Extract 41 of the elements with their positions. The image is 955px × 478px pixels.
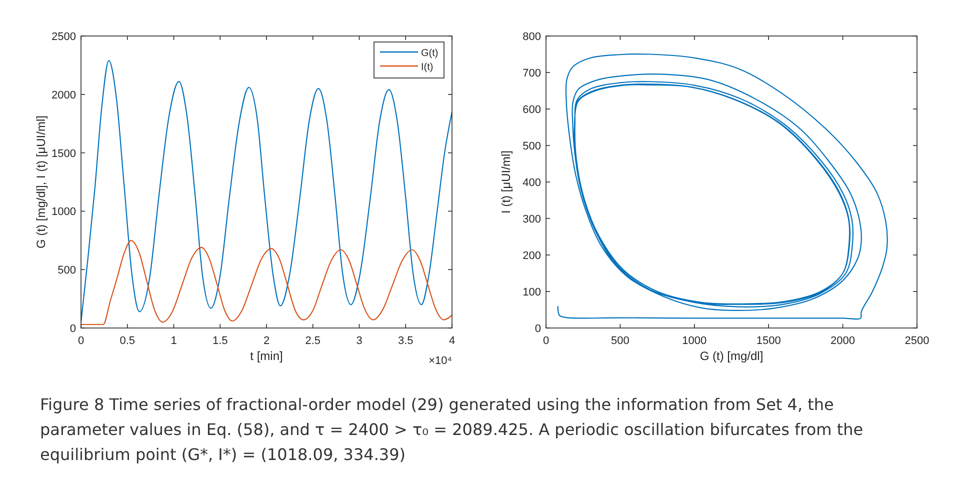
y-tick-label: 1500 xyxy=(52,148,76,160)
y-tick-label: 1000 xyxy=(52,206,76,218)
y-tick-label: 0 xyxy=(534,323,541,335)
x-axis-title: t [min] xyxy=(250,349,283,363)
y-tick-label: 0 xyxy=(70,323,76,335)
x-tick-label: 0 xyxy=(78,335,84,347)
y-tick-label: 600 xyxy=(522,104,541,116)
x-tick-label: 2000 xyxy=(830,335,856,347)
caption: Figure 8 Time series of fractional-order model (29) generated using the information from Set 4, the parameter values in Eq. (58), and τ = 2400 > τ₀ = 2089.425. A periodic oscillation bifurcates from the equilibrium point (G*, I*) = (1018.09, 334.39) xyxy=(40,394,864,466)
x-tick-label: 2.5 xyxy=(305,335,321,347)
line-series xyxy=(81,240,452,326)
y-tick-label: 500 xyxy=(58,264,76,277)
x-tick-label: 500 xyxy=(611,335,630,347)
x-axis-title: G (t) [mg/dl] xyxy=(700,349,764,363)
x-tick-label: 1.5 xyxy=(212,335,228,347)
y-tick-label: 500 xyxy=(522,140,541,152)
y-tick-label: 300 xyxy=(522,214,541,226)
line-series xyxy=(557,54,888,320)
x-tick-label: 3 xyxy=(356,335,362,347)
x-tick-label: 2500 xyxy=(904,335,930,347)
text: ×10⁴ xyxy=(428,355,452,367)
legend-label: G(t) xyxy=(421,48,438,59)
legend-label: I(t) xyxy=(421,62,434,73)
x-tick-label: 1 xyxy=(170,335,177,347)
x-tick-label: 0.5 xyxy=(120,335,136,347)
x-tick-label: 3.5 xyxy=(398,335,414,347)
y-tick-label: 2500 xyxy=(52,31,76,43)
line-series xyxy=(81,60,452,323)
y-axis-title: I (t) [μUI/ml] xyxy=(499,150,513,214)
y-tick-label: 400 xyxy=(522,177,541,189)
x-tick-label: 0 xyxy=(542,335,550,347)
y-tick-label: 2000 xyxy=(52,89,76,102)
y-tick-label: 100 xyxy=(522,286,541,298)
y-tick-label: 800 xyxy=(522,31,541,43)
x-tick-label: 2 xyxy=(263,335,270,347)
y-tick-label: 700 xyxy=(522,68,541,80)
y-tick-label: 200 xyxy=(522,250,541,262)
y-axis-title: G (t) [mg/dl], I (t) [μUI/ml] xyxy=(34,116,48,248)
x-tick-label: 1000 xyxy=(682,335,707,347)
x-tick-label: 1500 xyxy=(756,335,781,347)
x-tick-label: 4 xyxy=(448,335,456,347)
